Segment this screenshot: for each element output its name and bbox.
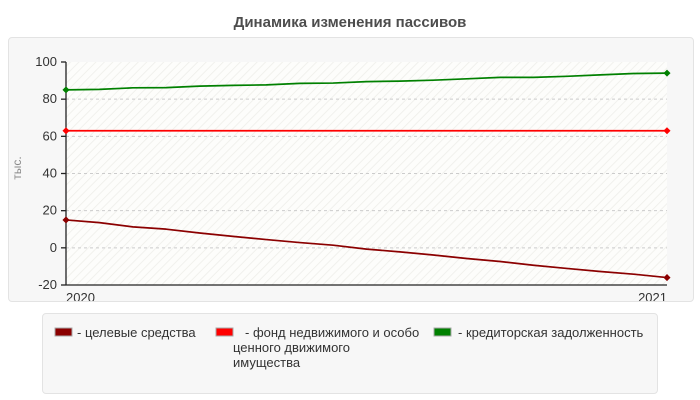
svg-text:ценного движимого: ценного движимого [233, 340, 350, 355]
svg-text:2021: 2021 [638, 290, 667, 301]
svg-text:60: 60 [43, 128, 57, 143]
svg-text:80: 80 [43, 91, 57, 106]
svg-text:40: 40 [43, 166, 57, 181]
svg-text:имущества: имущества [233, 355, 301, 370]
svg-text:-20: -20 [38, 277, 57, 292]
svg-text:100: 100 [35, 54, 57, 69]
svg-text:- фонд недвижимого и особо: - фонд недвижимого и особо [245, 325, 419, 340]
svg-text:- целевые средства: - целевые средства [77, 325, 196, 340]
svg-text:тыс.: тыс. [10, 156, 24, 179]
svg-text:0: 0 [50, 240, 57, 255]
svg-text:- кредиторская задолженность: - кредиторская задолженность [458, 325, 644, 340]
svg-text:2020: 2020 [66, 290, 95, 301]
svg-text:20: 20 [43, 203, 57, 218]
